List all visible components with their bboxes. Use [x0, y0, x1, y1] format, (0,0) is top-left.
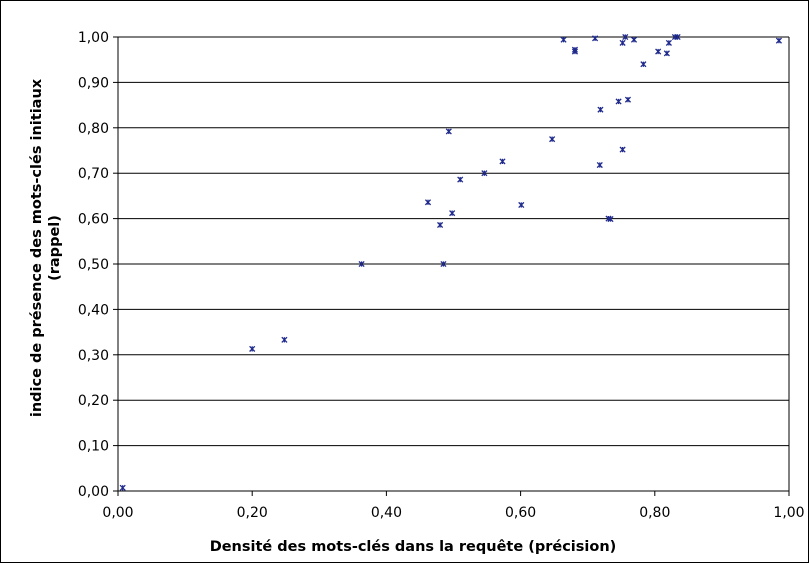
data-point — [619, 39, 626, 46]
x-tick-label: 0,00 — [102, 505, 133, 521]
y-axis-title: indice de présence des mots-clés initiau… — [29, 78, 45, 417]
y-tick-label: 0,60 — [78, 212, 109, 228]
data-point — [437, 221, 444, 229]
x-tick-label: 0,20 — [237, 505, 268, 521]
data-point — [249, 345, 256, 352]
data-point — [457, 176, 464, 183]
y-tick-label: 0,10 — [78, 439, 109, 455]
data-point — [549, 136, 556, 143]
data-point — [445, 128, 452, 135]
x-tick-label: 0,60 — [505, 505, 536, 521]
x-axis-title: Densité des mots-clés dans la requête (p… — [210, 539, 617, 555]
data-point — [424, 199, 432, 206]
data-point — [624, 96, 632, 103]
data-point — [655, 48, 662, 55]
y-tick-label: 0,20 — [78, 393, 109, 409]
data-point — [607, 215, 614, 223]
y-tick-label: 0,80 — [78, 121, 109, 137]
data-point — [440, 260, 447, 268]
data-point — [499, 158, 506, 165]
data-point — [281, 336, 288, 343]
marker-layer — [119, 33, 782, 491]
data-point — [518, 201, 525, 209]
data-point — [665, 39, 672, 46]
data-point — [571, 48, 579, 55]
data-point — [560, 36, 567, 43]
y-tick-label: 0,30 — [78, 348, 109, 364]
data-point — [119, 484, 126, 491]
data-point — [622, 33, 629, 41]
y-axis-title-line2-text: (rappel) — [47, 215, 63, 281]
data-point — [358, 260, 365, 268]
grid-layer — [118, 36, 789, 492]
data-point — [449, 210, 456, 217]
data-point — [630, 36, 638, 43]
x-tick-label: 0,80 — [639, 505, 670, 521]
x-tick-label: 1,00 — [773, 505, 804, 521]
y-tick-label: 0,90 — [78, 75, 109, 91]
y-tick-label: 0,50 — [78, 257, 109, 273]
data-point — [597, 106, 604, 113]
data-point — [674, 33, 681, 41]
axis-layer — [113, 36, 790, 496]
data-point — [663, 50, 670, 57]
y-axis-title-line1: indice de présence des mots-clés initiau… — [29, 78, 45, 417]
data-point — [615, 98, 622, 105]
data-point — [592, 35, 599, 42]
data-point — [640, 61, 647, 68]
data-point — [619, 146, 626, 153]
y-tick-label: 0,00 — [78, 484, 109, 500]
y-tick-label: 1,00 — [78, 30, 109, 46]
y-tick-label: 0,40 — [78, 302, 109, 318]
y-axis-title-line2: (rappel) — [47, 215, 63, 281]
tick-label-layer: 0,00 0,10 0,20 0,30 0,40 0,50 0,60 0,70 0,80 0,90… — [78, 30, 805, 521]
data-point — [775, 37, 782, 44]
x-tick-label: 0,40 — [371, 505, 402, 521]
data-point — [481, 170, 488, 177]
y-tick-label: 0,70 — [78, 166, 109, 182]
data-point — [596, 161, 603, 169]
